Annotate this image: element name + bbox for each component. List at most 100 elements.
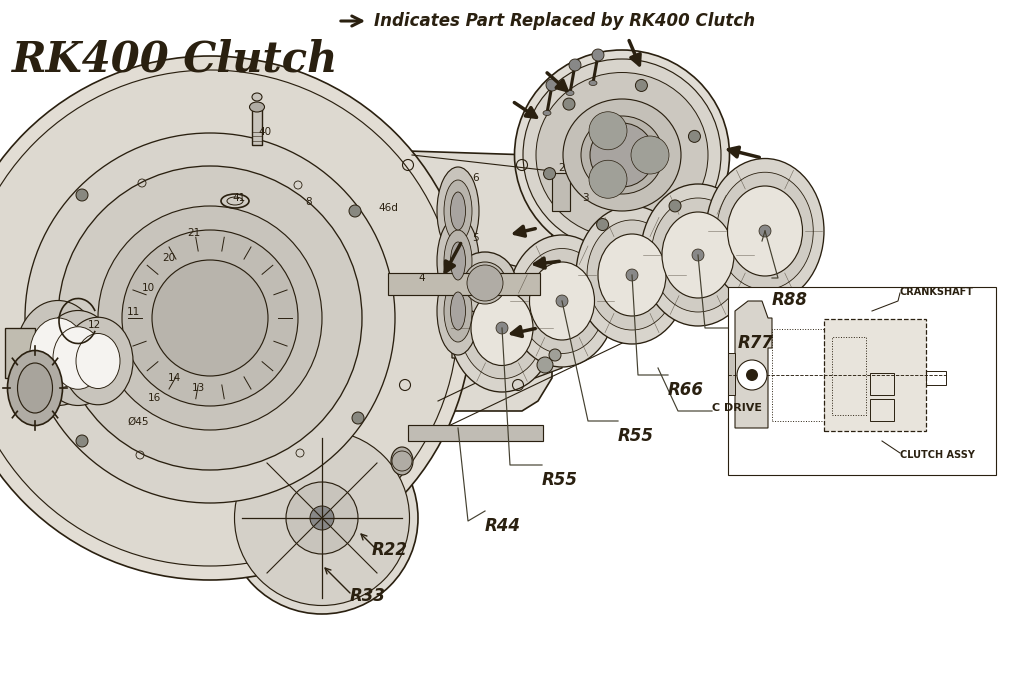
Ellipse shape	[706, 158, 824, 303]
Text: 14: 14	[168, 373, 181, 383]
Circle shape	[597, 219, 608, 231]
Ellipse shape	[471, 290, 534, 365]
Circle shape	[349, 205, 361, 217]
Text: R55: R55	[618, 427, 654, 445]
Bar	[870, 399, 894, 421]
Circle shape	[556, 295, 568, 307]
Ellipse shape	[286, 482, 358, 554]
Polygon shape	[735, 301, 772, 428]
Ellipse shape	[514, 50, 729, 260]
Ellipse shape	[17, 363, 52, 413]
Ellipse shape	[30, 318, 86, 388]
Text: 5: 5	[472, 233, 478, 243]
Bar	[252, 107, 262, 145]
Text: 16: 16	[148, 393, 161, 403]
Polygon shape	[65, 168, 372, 465]
Bar	[408, 425, 543, 441]
Circle shape	[636, 79, 647, 92]
Ellipse shape	[58, 166, 362, 470]
Ellipse shape	[631, 136, 669, 174]
Text: 11: 11	[127, 307, 140, 317]
Bar	[831, 337, 866, 415]
Bar	[552, 173, 570, 211]
Text: RK400 Clutch: RK400 Clutch	[12, 38, 338, 80]
Text: 46d: 46d	[378, 203, 398, 213]
Ellipse shape	[662, 212, 734, 298]
Text: Ø45: Ø45	[127, 417, 148, 427]
Ellipse shape	[40, 311, 116, 406]
Ellipse shape	[581, 116, 663, 194]
Ellipse shape	[450, 264, 555, 392]
Ellipse shape	[523, 59, 721, 251]
Ellipse shape	[519, 249, 605, 354]
Bar	[388, 273, 540, 295]
Ellipse shape	[589, 112, 627, 150]
Ellipse shape	[536, 72, 708, 238]
Ellipse shape	[437, 267, 479, 355]
Circle shape	[352, 412, 364, 424]
Ellipse shape	[437, 167, 479, 255]
Ellipse shape	[152, 260, 268, 376]
Ellipse shape	[98, 206, 322, 430]
Ellipse shape	[508, 235, 616, 367]
Ellipse shape	[651, 198, 744, 312]
Circle shape	[737, 360, 767, 390]
Circle shape	[669, 200, 681, 212]
Circle shape	[592, 49, 604, 61]
Ellipse shape	[717, 172, 813, 290]
Circle shape	[688, 130, 700, 142]
Text: 8: 8	[305, 197, 311, 207]
Text: R77: R77	[738, 334, 774, 352]
Ellipse shape	[0, 56, 472, 580]
Ellipse shape	[250, 102, 264, 112]
Text: 10: 10	[142, 283, 155, 293]
Bar	[772, 329, 824, 421]
Ellipse shape	[226, 422, 418, 614]
Ellipse shape	[529, 262, 595, 340]
Text: Indicates Part Replaced by RK400 Clutch: Indicates Part Replaced by RK400 Clutch	[374, 12, 755, 30]
Text: R55: R55	[542, 471, 578, 489]
Text: C DRIVE: C DRIVE	[712, 403, 762, 413]
Circle shape	[546, 79, 558, 91]
Polygon shape	[372, 151, 552, 411]
Text: R22: R22	[372, 541, 408, 559]
Text: 13: 13	[193, 383, 205, 393]
Circle shape	[544, 167, 556, 180]
Text: R88: R88	[772, 291, 808, 309]
Text: 21: 21	[187, 228, 201, 238]
Text: CRANKSHAFT: CRANKSHAFT	[900, 287, 974, 297]
Ellipse shape	[444, 230, 472, 292]
Bar	[728, 287, 996, 475]
Ellipse shape	[7, 350, 62, 426]
Text: R33: R33	[350, 587, 386, 605]
Circle shape	[759, 225, 771, 237]
Circle shape	[549, 349, 561, 361]
Ellipse shape	[464, 262, 506, 304]
Ellipse shape	[563, 99, 681, 211]
Ellipse shape	[76, 333, 120, 389]
Ellipse shape	[589, 81, 597, 85]
Circle shape	[310, 506, 334, 530]
Ellipse shape	[460, 277, 544, 379]
Circle shape	[569, 59, 581, 71]
Circle shape	[563, 98, 574, 110]
Ellipse shape	[543, 111, 551, 115]
Ellipse shape	[598, 234, 666, 316]
Ellipse shape	[444, 180, 472, 242]
Ellipse shape	[589, 161, 627, 198]
Ellipse shape	[451, 242, 466, 280]
Circle shape	[746, 369, 758, 381]
Text: 41: 41	[232, 193, 246, 203]
Text: 20: 20	[162, 253, 175, 263]
Text: CLUTCH ASSY: CLUTCH ASSY	[900, 450, 975, 460]
Circle shape	[76, 435, 88, 447]
Circle shape	[496, 322, 508, 334]
Circle shape	[692, 249, 705, 261]
Text: 12: 12	[88, 320, 101, 330]
Ellipse shape	[63, 317, 133, 405]
Ellipse shape	[575, 206, 688, 344]
Circle shape	[467, 265, 503, 301]
Ellipse shape	[444, 280, 472, 342]
Text: 40: 40	[258, 127, 271, 137]
Ellipse shape	[437, 217, 479, 305]
